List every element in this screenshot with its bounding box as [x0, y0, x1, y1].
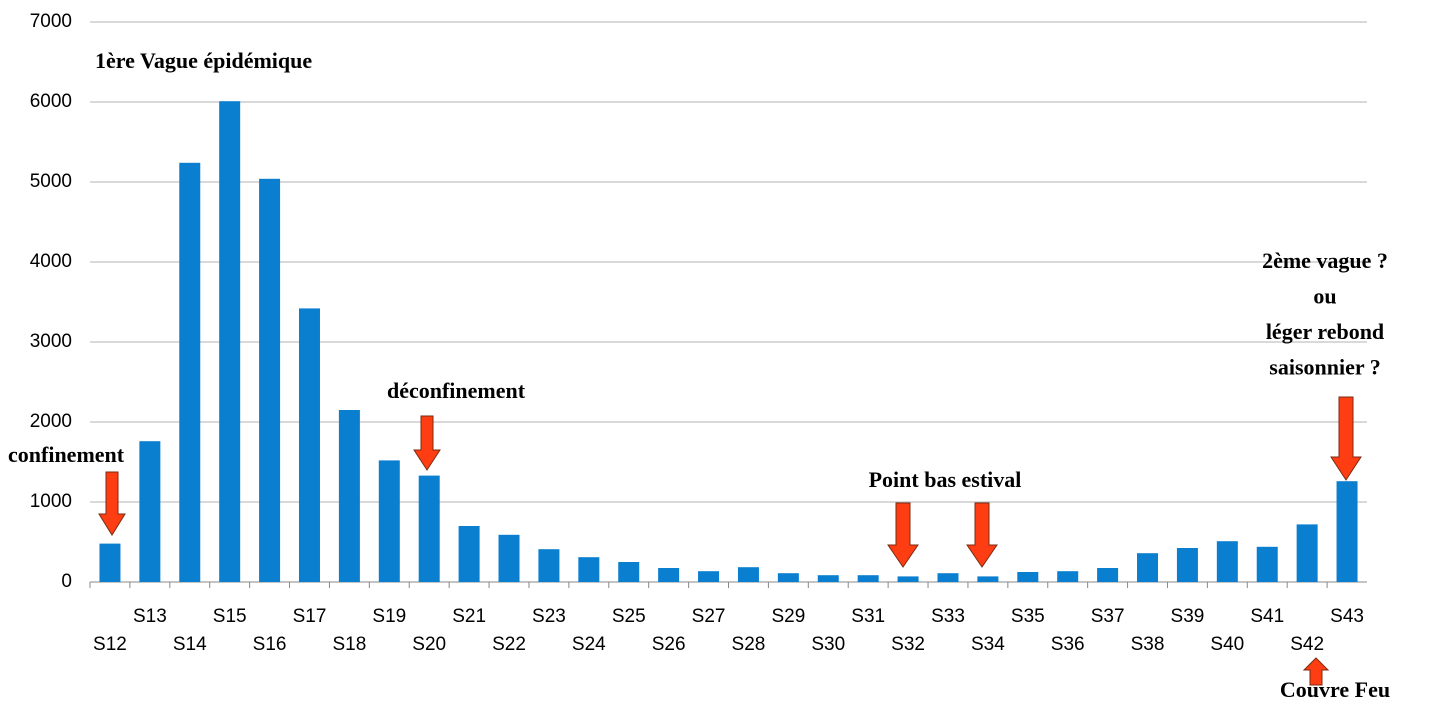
annotation: 1ère Vague épidémique	[95, 48, 312, 73]
x-tick-label: S24	[572, 634, 606, 655]
bar	[179, 162, 201, 583]
arrow	[413, 415, 441, 471]
bar	[458, 526, 480, 582]
x-tick-label: S13	[133, 606, 167, 627]
bar	[418, 475, 440, 582]
bar	[538, 549, 560, 582]
bar	[139, 441, 161, 582]
x-tick-label: S17	[293, 606, 327, 627]
x-tick-label: S35	[1011, 606, 1045, 627]
bar	[698, 571, 720, 582]
y-tick-label: 6000	[30, 91, 72, 112]
x-tick-label: S14	[173, 634, 207, 655]
x-tick-label: S38	[1131, 634, 1165, 655]
bar	[1137, 553, 1159, 582]
bar	[618, 562, 640, 582]
arrow	[98, 471, 126, 536]
annotation: 2ème vague ?	[1262, 248, 1388, 273]
x-tick-label: S36	[1051, 634, 1085, 655]
x-tick-label: S12	[93, 634, 127, 655]
bar	[378, 460, 400, 582]
annotation: confinement	[8, 442, 125, 467]
arrow	[966, 502, 998, 568]
x-tick-label: S34	[971, 634, 1005, 655]
bar	[578, 557, 600, 582]
arrow	[887, 502, 919, 568]
bar	[977, 576, 999, 582]
bar	[1176, 548, 1198, 582]
x-tick-label: S32	[891, 634, 925, 655]
y-tick-label: 2000	[30, 411, 72, 432]
bar	[658, 568, 680, 582]
bar	[1336, 481, 1358, 582]
annotation: déconfinement	[387, 378, 526, 403]
x-tick-label: S15	[213, 606, 247, 627]
y-tick-label: 1000	[30, 491, 72, 512]
bar	[937, 573, 959, 582]
annotation: ou	[1313, 284, 1336, 309]
x-tick-label: S30	[811, 634, 845, 655]
x-tick-label: S27	[692, 606, 726, 627]
bar	[259, 178, 281, 583]
x-tick-label: S25	[612, 606, 646, 627]
bar	[338, 410, 360, 582]
annotation: Couvre Feu	[1280, 677, 1390, 702]
y-tick-label: 5000	[30, 171, 72, 192]
bar	[897, 576, 919, 582]
bar	[817, 575, 839, 582]
x-tick-label: S16	[253, 634, 287, 655]
x-tick-label: S33	[931, 606, 965, 627]
bar	[99, 543, 121, 582]
bar	[1296, 524, 1318, 582]
bar	[1057, 571, 1079, 582]
x-tick-label: S37	[1091, 606, 1125, 627]
x-tick-label: S29	[771, 606, 805, 627]
x-tick-label: S20	[412, 634, 446, 655]
x-tick-label: S41	[1250, 606, 1284, 627]
bar	[857, 575, 879, 582]
y-tick-label: 0	[61, 571, 72, 592]
x-tick-label: S18	[332, 634, 366, 655]
x-tick-label: S23	[532, 606, 566, 627]
bar	[1097, 568, 1119, 582]
x-tick-label: S26	[652, 634, 686, 655]
annotation: léger rebond	[1266, 319, 1384, 344]
y-tick-label: 4000	[30, 251, 72, 272]
x-tick-label: S31	[851, 606, 885, 627]
x-tick-label: S42	[1290, 634, 1324, 655]
x-tick-label: S39	[1171, 606, 1205, 627]
bar	[777, 573, 799, 582]
bar	[298, 308, 320, 582]
bar	[1216, 541, 1238, 582]
bar	[1256, 546, 1278, 582]
x-tick-label: S19	[372, 606, 406, 627]
arrow	[1302, 657, 1330, 686]
bar	[737, 567, 759, 582]
y-tick-label: 7000	[30, 11, 72, 32]
x-tick-label: S40	[1210, 634, 1244, 655]
bar	[498, 534, 520, 582]
arrow	[1330, 396, 1362, 481]
y-tick-label: 3000	[30, 331, 72, 352]
bar	[219, 101, 241, 582]
annotation: saisonnier ?	[1269, 355, 1380, 380]
annotation: Point bas estival	[869, 467, 1022, 492]
x-tick-label: S43	[1330, 606, 1364, 627]
bar	[1017, 572, 1039, 582]
x-tick-label: S22	[492, 634, 526, 655]
x-tick-label: S21	[452, 606, 486, 627]
x-tick-label: S28	[732, 634, 766, 655]
arrows	[98, 396, 1362, 686]
